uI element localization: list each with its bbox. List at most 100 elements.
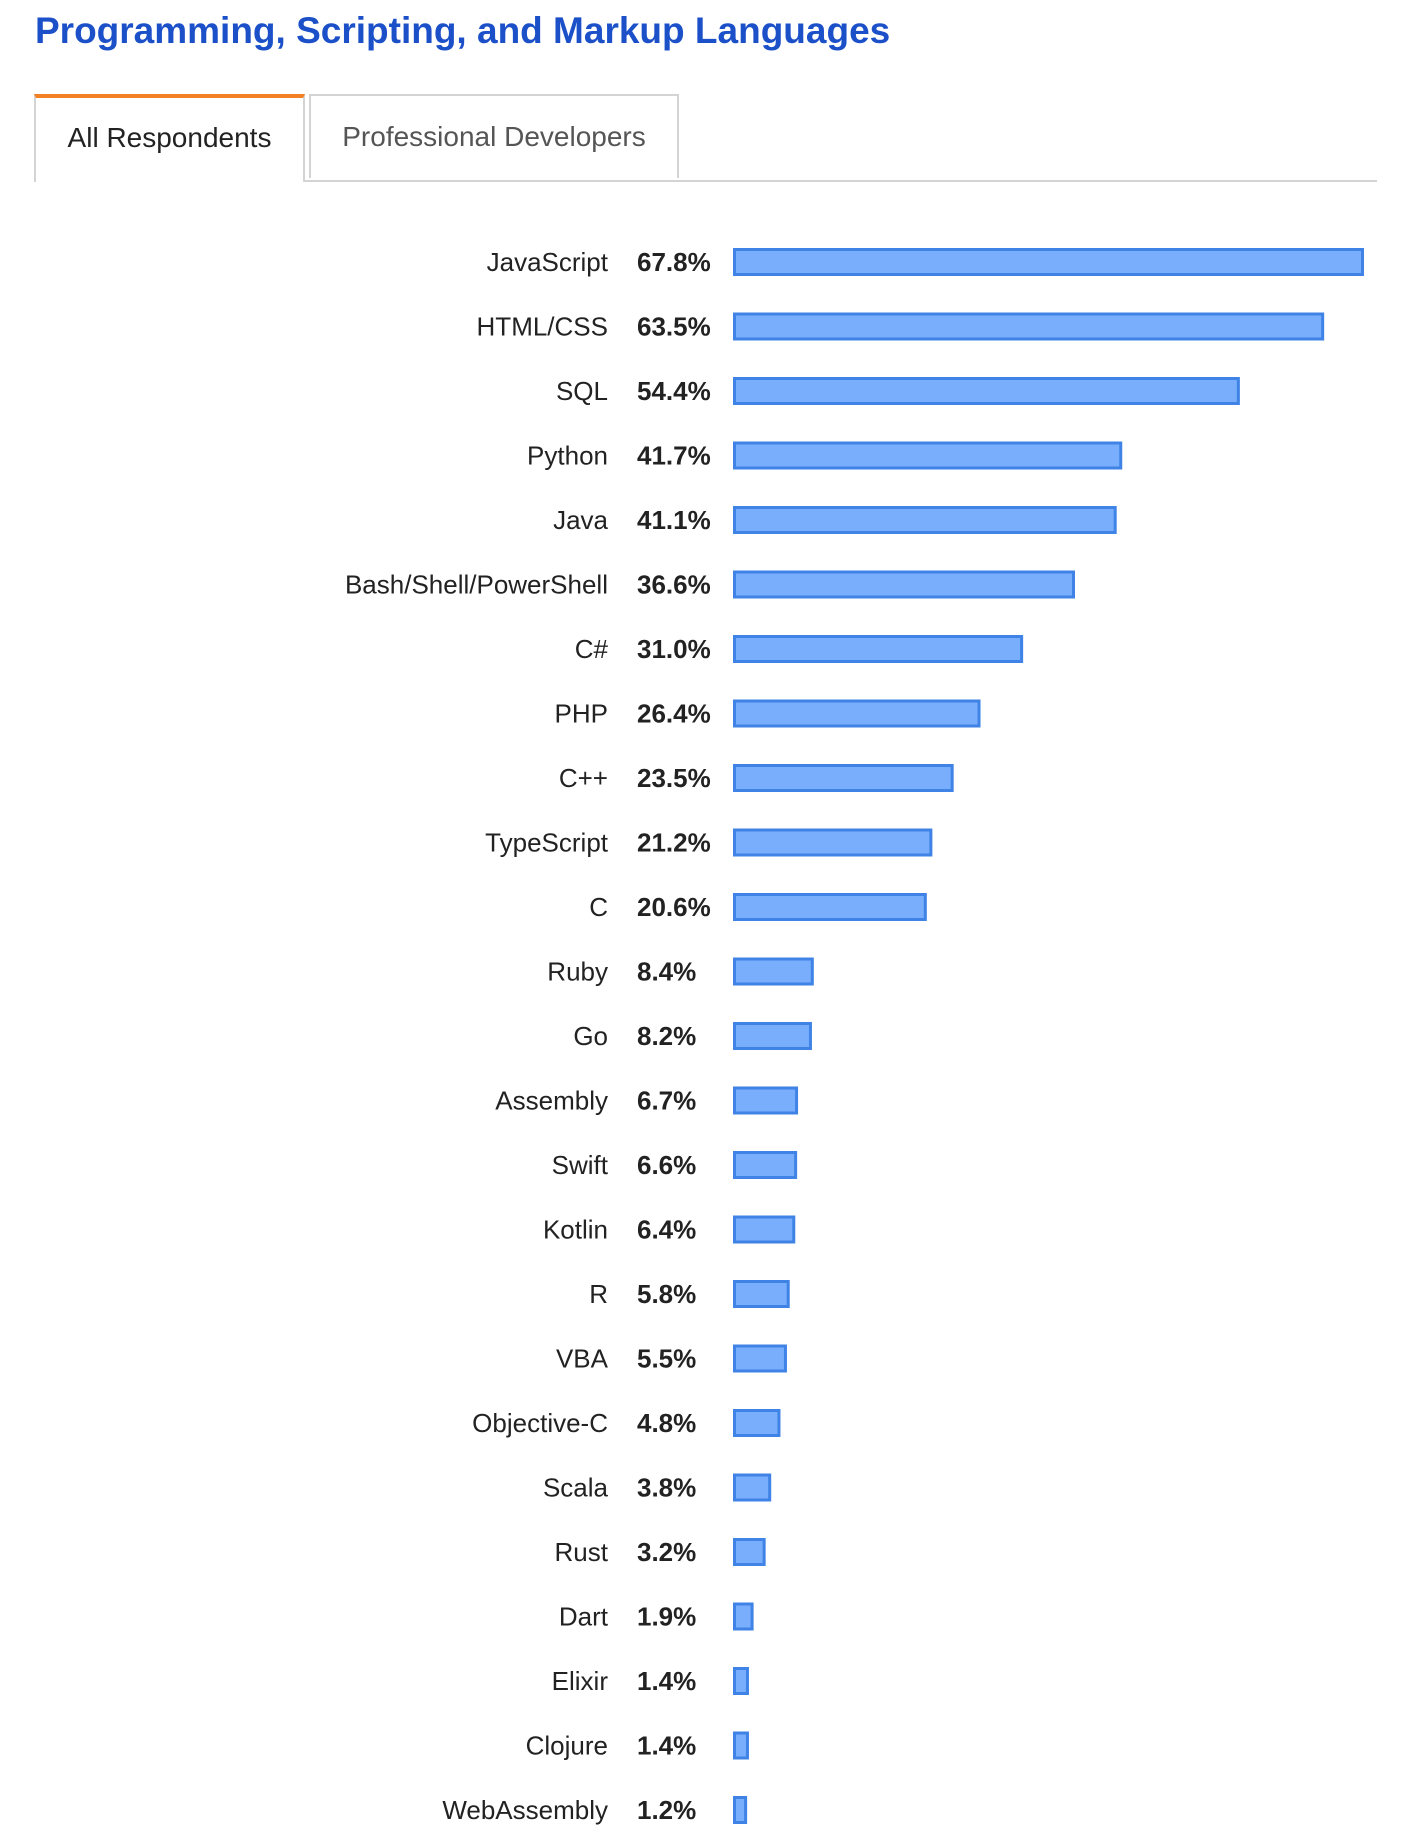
value-label: 36.6% (637, 570, 711, 600)
bar-row: JavaScript 67.8% (487, 247, 1364, 277)
value-label: 5.5% (637, 1344, 696, 1374)
bar-row: HTML/CSS 63.5% (477, 312, 1325, 342)
bar (733, 570, 1076, 599)
value-label: 1.9% (637, 1602, 696, 1632)
bar-row: Rust 3.2% (555, 1537, 766, 1567)
bar (733, 893, 927, 921)
value-label: 31.0% (637, 634, 711, 664)
bar-row: Python 41.7% (527, 441, 1123, 471)
bar (733, 1151, 798, 1179)
value-label: 21.2% (637, 828, 711, 858)
value-label: 54.4% (637, 376, 711, 406)
bar (733, 248, 1364, 276)
page-title: Programming, Scripting, and Markup Langu… (35, 10, 891, 51)
value-label: 41.1% (637, 505, 711, 535)
category-label: Dart (559, 1602, 609, 1632)
category-label: Elixir (552, 1666, 609, 1696)
value-label: 4.8% (637, 1408, 696, 1438)
bar-row: C 20.6% (589, 892, 927, 922)
category-label: VBA (556, 1344, 609, 1374)
bar (733, 764, 954, 792)
bar (733, 1602, 754, 1631)
bar (733, 506, 1117, 534)
bar (733, 1667, 749, 1695)
tab-all-respondents[interactable]: All Respondents (34, 94, 305, 182)
category-label: JavaScript (487, 247, 609, 277)
bar (733, 1538, 766, 1566)
value-label: 67.8% (637, 247, 711, 277)
value-label: 8.2% (637, 1021, 696, 1051)
value-label: 6.7% (637, 1086, 696, 1116)
language-bar-chart: JavaScript 67.8% HTML/CSS 63.5% SQL 54.4% Pyth… (345, 247, 1364, 1825)
category-label: C++ (559, 763, 608, 793)
bar (733, 635, 1024, 663)
category-label: HTML/CSS (477, 312, 608, 342)
bar-row: Kotlin 6.4% (543, 1215, 796, 1245)
bar-row: Ruby 8.4% (547, 957, 814, 987)
value-label: 20.6% (637, 892, 711, 922)
value-label: 1.4% (637, 1731, 696, 1761)
bar (733, 1409, 781, 1437)
category-label: Swift (552, 1150, 609, 1180)
tab-professional-developers[interactable]: Professional Developers (309, 94, 679, 178)
bar-row: C# 31.0% (575, 634, 1024, 664)
value-label: 63.5% (637, 312, 711, 342)
bar-row: Java 41.1% (553, 505, 1117, 535)
category-label: Rust (555, 1537, 609, 1567)
bar-row: TypeScript 21.2% (485, 828, 933, 858)
value-label: 8.4% (637, 957, 696, 987)
category-label: Python (527, 441, 608, 471)
bar (733, 441, 1123, 470)
bar-row: PHP 26.4% (555, 699, 981, 729)
bar-row: Bash/Shell/PowerShell 36.6% (345, 570, 1076, 600)
bar-row: Go 8.2% (573, 1021, 812, 1051)
value-label: 6.4% (637, 1215, 696, 1245)
category-label: Clojure (526, 1731, 608, 1761)
bar (733, 312, 1325, 341)
category-label: SQL (556, 376, 608, 406)
category-label: C (589, 892, 608, 922)
bar-row: VBA 5.5% (556, 1344, 787, 1374)
value-label: 3.2% (637, 1537, 696, 1567)
category-label: Java (553, 505, 608, 535)
bar (733, 957, 814, 986)
bar (733, 1086, 799, 1115)
bar (733, 1473, 772, 1502)
bar (733, 828, 933, 857)
bar (733, 377, 1240, 405)
category-label: Objective-C (472, 1408, 608, 1438)
value-label: 1.4% (637, 1666, 696, 1696)
category-label: Go (573, 1021, 608, 1051)
bar-row: Elixir 1.4% (552, 1666, 749, 1696)
category-label: C# (575, 634, 609, 664)
bar-row: WebAssembly 1.2% (442, 1795, 748, 1825)
bar-row: Dart 1.9% (559, 1602, 754, 1632)
bar-row: C++ 23.5% (559, 763, 954, 793)
category-label: PHP (555, 699, 608, 729)
bar (733, 1022, 812, 1050)
category-label: Kotlin (543, 1215, 608, 1245)
bar (733, 699, 981, 728)
bar-row: Clojure 1.4% (526, 1731, 749, 1761)
bar (733, 1215, 796, 1244)
category-label: TypeScript (485, 828, 609, 858)
value-label: 26.4% (637, 699, 711, 729)
bar-row: Swift 6.6% (552, 1150, 798, 1180)
bar-row: Assembly 6.7% (495, 1086, 799, 1116)
bar (733, 1796, 748, 1824)
category-label: Bash/Shell/PowerShell (345, 570, 608, 600)
value-label: 23.5% (637, 763, 711, 793)
value-label: 3.8% (637, 1473, 696, 1503)
bar-row: Objective-C 4.8% (472, 1408, 781, 1438)
category-label: WebAssembly (442, 1795, 608, 1825)
category-label: Scala (543, 1473, 609, 1503)
category-label: Ruby (547, 957, 608, 987)
bar-row: Scala 3.8% (543, 1473, 772, 1503)
category-label: Assembly (495, 1086, 608, 1116)
value-label: 1.2% (637, 1795, 696, 1825)
bar (733, 1344, 787, 1373)
tab-bar: All Respondents Professional Developers (34, 94, 1377, 182)
bar-row: R 5.8% (589, 1279, 790, 1309)
value-label: 6.6% (637, 1150, 696, 1180)
value-label: 41.7% (637, 441, 711, 471)
